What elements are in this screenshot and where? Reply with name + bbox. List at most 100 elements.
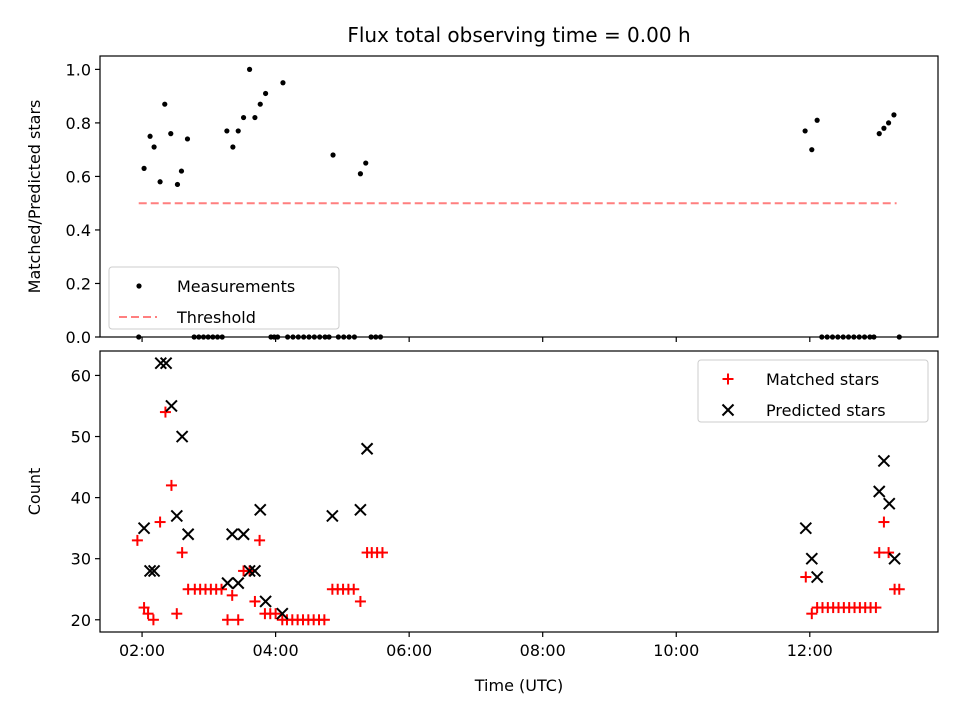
measurement-point bbox=[861, 334, 868, 340]
predicted-star-point bbox=[170, 509, 183, 523]
measurement-point bbox=[311, 334, 317, 340]
predicted-star-point bbox=[221, 576, 234, 590]
measurement-point bbox=[162, 101, 168, 107]
bottom-y-tick-label: 40 bbox=[71, 489, 91, 508]
predicted-star-point bbox=[175, 430, 189, 443]
measurement-point bbox=[214, 334, 221, 340]
predicted-star-point bbox=[888, 552, 901, 565]
measurement-point bbox=[168, 131, 174, 137]
measurement-point bbox=[845, 334, 852, 340]
measurement-point bbox=[368, 334, 374, 340]
matched-star-point bbox=[800, 571, 812, 583]
legend-plus-swatch bbox=[722, 373, 734, 385]
measurement-point bbox=[285, 334, 291, 340]
bottom-legend: Matched stars Predicted stars bbox=[697, 359, 929, 423]
top-y-tick-label: 0.8 bbox=[66, 114, 91, 133]
measurement-point bbox=[141, 165, 147, 171]
measurement-point bbox=[330, 152, 336, 158]
matched-star-point bbox=[165, 479, 177, 491]
predicted-star-point bbox=[143, 564, 157, 578]
predicted-star-point bbox=[147, 564, 161, 578]
measurement-point bbox=[301, 334, 307, 340]
measurement-point bbox=[240, 114, 247, 121]
matched-star-point bbox=[254, 534, 266, 546]
measurement-point bbox=[174, 181, 181, 188]
matched-star-point bbox=[870, 602, 882, 614]
top-y-axis-label: Matched/Predicted stars bbox=[25, 100, 44, 294]
x-tick-label: 06:00 bbox=[386, 641, 432, 660]
matched-star-point bbox=[806, 608, 818, 620]
measurement-point bbox=[824, 334, 830, 340]
measurement-point bbox=[200, 334, 207, 340]
matched-star-point bbox=[226, 589, 238, 601]
predicted-star-point bbox=[326, 509, 339, 523]
top-legend: Measurements Threshold bbox=[108, 266, 340, 330]
matched-star-point bbox=[878, 516, 890, 528]
measurement-point bbox=[280, 80, 286, 86]
bottom-y-tick-label: 60 bbox=[71, 366, 91, 385]
matched-star-point bbox=[171, 608, 183, 620]
measurement-point bbox=[829, 334, 836, 340]
predicted-star-point bbox=[805, 552, 819, 565]
measurement-point bbox=[147, 133, 153, 139]
top-panel-ratio: 0.0 0.2 0.4 0.6 0.8 1.0 Matched/Predicted star… bbox=[25, 55, 939, 347]
measurement-point bbox=[867, 334, 873, 340]
measurement-point bbox=[219, 334, 225, 340]
matched-star-point bbox=[159, 406, 171, 418]
matched-star-point bbox=[348, 583, 360, 595]
predicted-star-point bbox=[276, 607, 289, 620]
x-tick-label: 10:00 bbox=[653, 641, 699, 660]
measurement-point bbox=[856, 334, 862, 340]
top-series-layer bbox=[136, 66, 902, 340]
measurement-point bbox=[802, 128, 808, 134]
measurement-point bbox=[891, 112, 897, 118]
top-y-tick-label: 0.2 bbox=[66, 274, 91, 293]
measurement-point bbox=[205, 334, 211, 340]
predicted-star-point bbox=[243, 564, 256, 578]
measurement-point bbox=[191, 334, 197, 340]
measurement-point bbox=[136, 334, 142, 340]
measurement-point bbox=[335, 334, 341, 340]
predicted-star-point bbox=[259, 595, 272, 608]
measurement-point bbox=[290, 334, 296, 340]
measurement-point bbox=[230, 144, 236, 150]
measurement-point bbox=[885, 120, 892, 126]
matched-star-point bbox=[893, 583, 905, 595]
measurement-point bbox=[317, 334, 323, 340]
matched-star-point bbox=[232, 614, 244, 626]
legend-x-swatch bbox=[721, 403, 735, 417]
measurement-point bbox=[809, 147, 815, 153]
measurement-point bbox=[275, 334, 281, 340]
measurement-point bbox=[224, 128, 230, 134]
bottom-y-tick-label: 50 bbox=[71, 428, 91, 447]
bottom-plot-frame bbox=[99, 350, 939, 633]
measurement-point bbox=[246, 66, 253, 72]
bottom-legend-box bbox=[697, 359, 929, 423]
legend-entry-label: Predicted stars bbox=[766, 401, 886, 420]
top-y-tick-label: 0.6 bbox=[66, 167, 91, 186]
measurement-point bbox=[322, 334, 328, 340]
matched-star-point bbox=[873, 547, 885, 559]
legend-entry-label: Matched stars bbox=[766, 370, 879, 389]
predicted-star-point bbox=[237, 528, 250, 541]
measurement-point bbox=[840, 334, 846, 340]
predicted-star-point bbox=[360, 442, 374, 455]
measurement-point bbox=[346, 334, 352, 340]
predicted-star-point bbox=[883, 497, 896, 510]
measurement-point bbox=[363, 160, 369, 166]
matched-star-point bbox=[222, 614, 234, 626]
measurement-point bbox=[851, 334, 857, 340]
measurement-point bbox=[210, 334, 216, 340]
predicted-star-point bbox=[810, 570, 824, 584]
predicted-star-point bbox=[181, 528, 195, 541]
matched-star-point bbox=[154, 516, 166, 528]
predicted-star-point bbox=[248, 564, 262, 578]
predicted-star-point bbox=[354, 503, 367, 517]
predicted-star-point bbox=[799, 521, 812, 535]
measurement-point bbox=[814, 117, 820, 123]
measurement-point bbox=[252, 114, 258, 121]
measurement-point bbox=[326, 334, 332, 340]
matched-star-point bbox=[376, 547, 388, 559]
predicted-star-point bbox=[226, 528, 239, 541]
